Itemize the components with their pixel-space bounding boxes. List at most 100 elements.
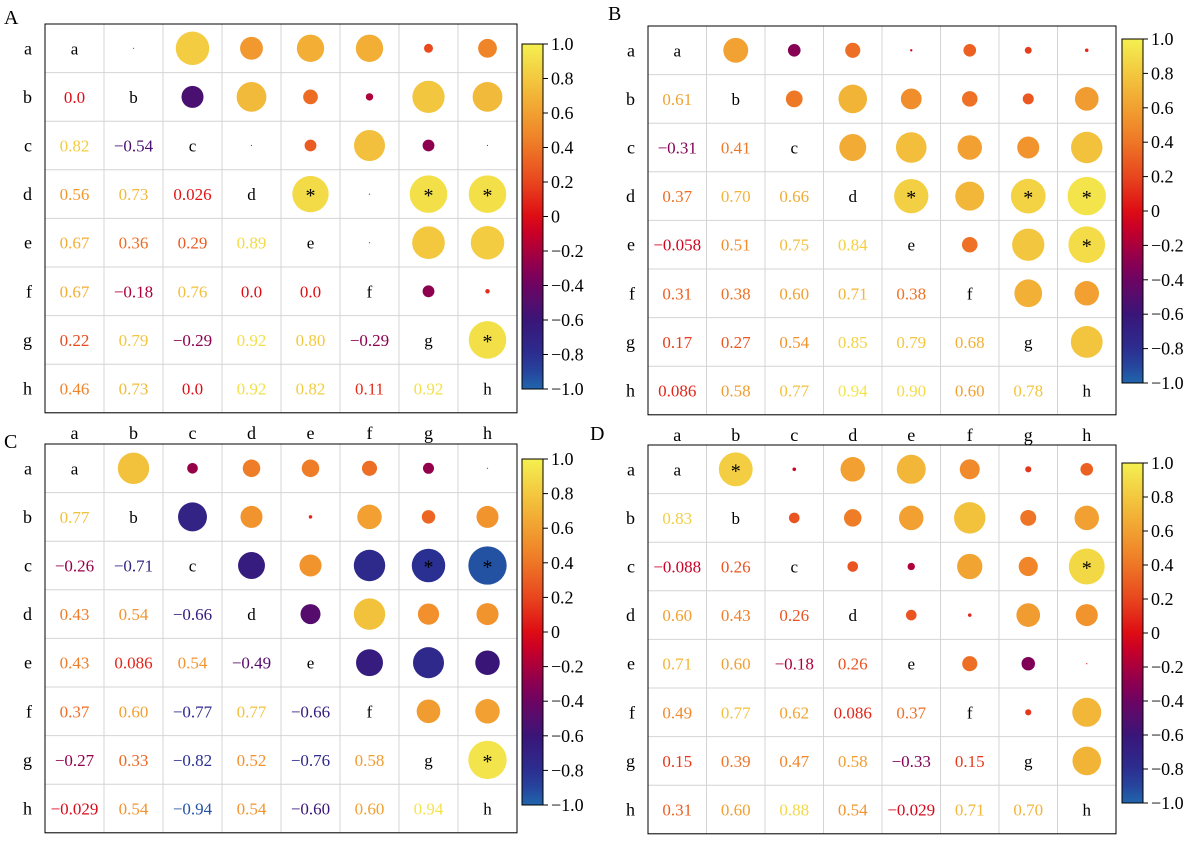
coef-circle bbox=[1025, 709, 1032, 716]
significance-star: * bbox=[731, 460, 741, 482]
coef-circle bbox=[959, 459, 980, 480]
y-tick-label: a bbox=[24, 458, 32, 478]
diagonal-label: g bbox=[424, 331, 433, 350]
coef-label: 0.31 bbox=[662, 284, 692, 303]
diagonal-label: e bbox=[907, 236, 915, 255]
coef-circle bbox=[954, 502, 986, 534]
coef-label: −0.29 bbox=[173, 331, 212, 350]
coef-circle bbox=[411, 548, 446, 583]
diagonal-label: b bbox=[732, 509, 741, 528]
coef-circle bbox=[785, 90, 803, 108]
coef-label: 0.92 bbox=[237, 331, 267, 350]
coef-circle bbox=[356, 649, 383, 677]
colorbar-tick-label: 0.8 bbox=[551, 484, 574, 504]
coef-label: −0.27 bbox=[55, 751, 95, 770]
x-tick-label: c bbox=[189, 843, 197, 846]
coef-label: 0.89 bbox=[237, 234, 267, 253]
diagonal-label: c bbox=[790, 558, 798, 577]
colorbar-tick-label: −1.0 bbox=[1151, 373, 1184, 393]
coef-label: 0.70 bbox=[1013, 801, 1043, 820]
coef-circle bbox=[839, 134, 867, 161]
plot-frame bbox=[647, 25, 1117, 416]
y-tick-label: d bbox=[626, 605, 635, 625]
coef-label: 0.60 bbox=[779, 284, 809, 303]
coef-label: 0.15 bbox=[955, 752, 985, 771]
coef-circle bbox=[412, 226, 445, 260]
diagonal-label: f bbox=[367, 282, 373, 301]
significance-star: * bbox=[1082, 236, 1092, 258]
coef-circle bbox=[957, 135, 982, 160]
coef-circle bbox=[412, 80, 445, 114]
coef-label: 0.54 bbox=[119, 800, 149, 819]
coef-label: 0.58 bbox=[355, 751, 385, 770]
colorbar-tick-label: −0.2 bbox=[551, 657, 584, 677]
coef-circle bbox=[250, 144, 253, 147]
coef-circle bbox=[368, 193, 371, 195]
coef-circle bbox=[1020, 509, 1037, 526]
coef-circle bbox=[895, 132, 927, 163]
coef-circle bbox=[1072, 746, 1102, 776]
diagonal-label: h bbox=[1083, 801, 1092, 820]
coef-label: 0.43 bbox=[60, 605, 90, 624]
coef-label: −0.18 bbox=[114, 282, 153, 301]
y-tick-label: b bbox=[626, 89, 635, 109]
coef-label: 0.33 bbox=[119, 751, 149, 770]
coef-label: 0.37 bbox=[662, 187, 692, 206]
colorbar-tick-label: 1.0 bbox=[1151, 29, 1174, 49]
colorbar-tick-label: −0.4 bbox=[1151, 270, 1184, 290]
coef-circle bbox=[1074, 505, 1099, 531]
coef-circle bbox=[299, 554, 322, 577]
coef-label: 0.85 bbox=[838, 333, 868, 352]
coef-circle bbox=[422, 285, 435, 298]
y-tick-label: h bbox=[626, 800, 635, 820]
x-tick-label: h bbox=[483, 843, 492, 846]
colorbar-tick-label: 0.4 bbox=[1151, 555, 1174, 575]
diagonal-label: g bbox=[1024, 752, 1033, 771]
diagonal-label: h bbox=[483, 800, 492, 819]
coef-label: −0.26 bbox=[55, 557, 94, 576]
coef-circle bbox=[838, 84, 868, 114]
coef-circle bbox=[962, 656, 978, 672]
y-tick-label: e bbox=[24, 233, 32, 253]
y-tick-label: g bbox=[626, 751, 635, 771]
coef-label: −0.66 bbox=[173, 605, 212, 624]
panel-D: Da0.83 b−0.088 0.26 c0.60 0.43 0.26 d0.71 0.60−… bbox=[590, 423, 1184, 846]
panel-letter: D bbox=[590, 423, 604, 445]
x-tick-label: f bbox=[367, 843, 373, 846]
x-tick-label: a bbox=[673, 425, 681, 445]
x-tick-label: d bbox=[848, 844, 857, 846]
coef-circle bbox=[301, 459, 320, 478]
x-tick-label: d bbox=[247, 843, 256, 846]
coef-label: 0.92 bbox=[237, 380, 267, 399]
x-tick-label: c bbox=[790, 844, 798, 846]
panel-A: Aa 0.0 b 0.82 −0.54 c 0.56 0.73 0.026 d 0.67 0.36 0.… bbox=[4, 7, 584, 443]
coef-circle bbox=[422, 462, 435, 474]
coef-circle bbox=[357, 504, 382, 530]
panel-letter: C bbox=[4, 431, 17, 453]
colorbar-tick-label: 0.4 bbox=[1151, 132, 1174, 152]
coef-circle bbox=[787, 43, 801, 57]
colorbar-tick-label: 0.6 bbox=[1151, 98, 1174, 118]
coef-circle bbox=[475, 699, 500, 724]
coef-label: −0.71 bbox=[114, 557, 153, 576]
coef-circle bbox=[472, 81, 503, 112]
plot-frame bbox=[44, 23, 518, 414]
diagonal-label: f bbox=[967, 703, 973, 722]
coef-label: 0.78 bbox=[1013, 382, 1043, 401]
colorbar-tick-label: 0.2 bbox=[1151, 589, 1174, 609]
coef-label: 0.49 bbox=[662, 703, 692, 722]
coef-label: 0.60 bbox=[662, 606, 692, 625]
coef-label: 0.27 bbox=[721, 333, 751, 352]
coef-label: 0.54 bbox=[178, 654, 208, 673]
coef-label: 0.73 bbox=[119, 185, 149, 204]
coef-label: 0.39 bbox=[721, 752, 751, 771]
coef-label: 0.51 bbox=[721, 236, 751, 255]
coef-circle bbox=[1012, 228, 1045, 261]
coef-label: 0.60 bbox=[721, 801, 751, 820]
coef-circle bbox=[1018, 556, 1038, 577]
y-tick-label: b bbox=[626, 508, 635, 528]
coef-circle bbox=[468, 546, 507, 585]
coef-circle bbox=[843, 509, 862, 527]
colorbar-tick-label: −0.6 bbox=[1151, 304, 1184, 324]
coef-label: −0.49 bbox=[232, 654, 271, 673]
